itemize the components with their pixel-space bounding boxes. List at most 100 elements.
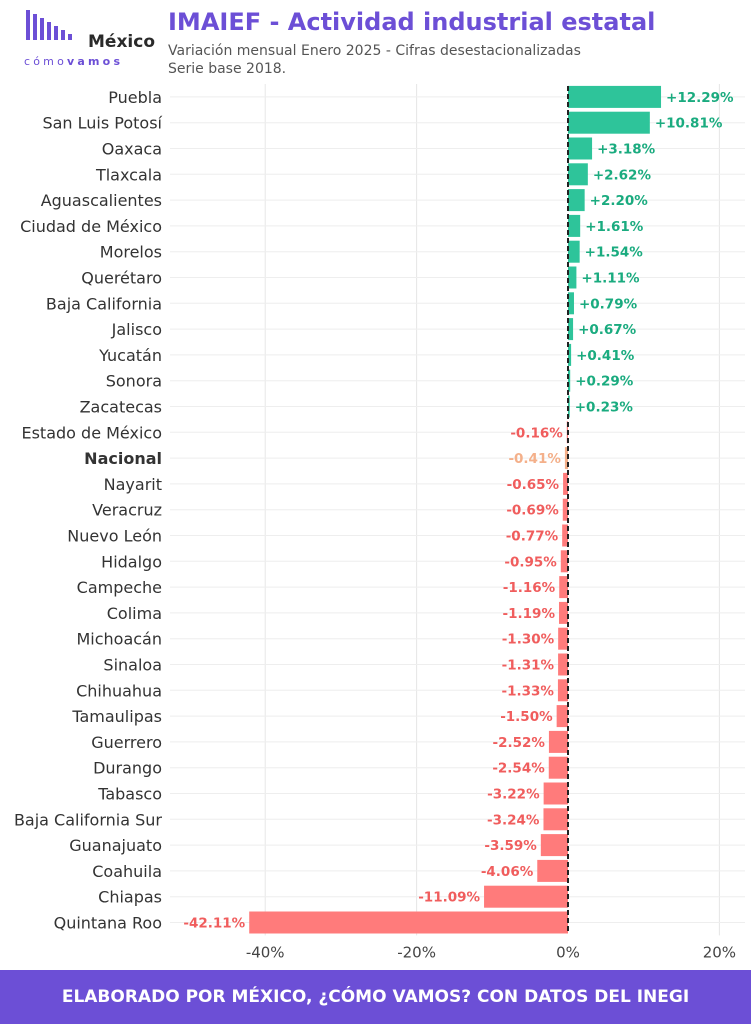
bar — [568, 240, 580, 263]
value-label: +1.61% — [585, 219, 644, 235]
category-label: Campeche — [77, 578, 162, 597]
category-label: Quintana Roo — [54, 914, 162, 933]
category-label: Durango — [93, 759, 162, 778]
value-label: +2.62% — [593, 167, 652, 183]
bar — [540, 834, 568, 857]
category-label: Zacatecas — [80, 398, 162, 417]
value-label: +0.79% — [579, 296, 638, 312]
logo-bars-icon — [26, 10, 72, 40]
category-label: Veracruz — [92, 501, 162, 520]
value-label: -1.19% — [503, 606, 556, 622]
bar — [564, 447, 568, 470]
bar — [568, 343, 572, 366]
category-label: Nayarit — [104, 475, 162, 494]
category-label: Guerrero — [91, 733, 162, 752]
category-label: San Luis Potosí — [42, 114, 162, 133]
value-label: -3.24% — [487, 812, 540, 828]
bar — [543, 808, 568, 831]
category-label: Aguascalientes — [41, 191, 162, 210]
page-title: IMAIEF - Actividad industrial estatal — [168, 8, 656, 36]
value-label: -0.69% — [506, 503, 559, 519]
category-label: Tamaulipas — [71, 707, 162, 726]
value-label: -0.41% — [508, 451, 561, 467]
value-label: -3.59% — [484, 838, 537, 854]
category-label: Coahuila — [92, 862, 162, 881]
bar-chart: Puebla +12.29% San Luis Potosí +10.81% Oaxac… — [14, 84, 745, 961]
value-label: +0.41% — [576, 348, 635, 364]
category-label: Querétaro — [81, 269, 162, 288]
subtitle-line-2: Serie base 2018. — [168, 61, 287, 77]
category-label: Oaxaca — [102, 140, 162, 159]
value-label: +2.20% — [590, 193, 649, 209]
value-label: +1.54% — [585, 245, 644, 261]
bar — [563, 472, 568, 495]
category-label: Jalisco — [111, 320, 162, 339]
value-label: -4.06% — [481, 864, 534, 880]
value-label: -1.33% — [501, 683, 554, 699]
value-label: -1.31% — [502, 658, 555, 674]
category-label: Baja California Sur — [14, 810, 162, 829]
category-label: Chiapas — [98, 888, 162, 907]
value-label: +12.29% — [666, 90, 734, 106]
category-label: Nuevo León — [67, 527, 162, 546]
value-label: -11.09% — [418, 890, 480, 906]
category-label: Tlaxcala — [95, 165, 162, 184]
category-label: Guanajuato — [69, 836, 162, 855]
bar — [568, 189, 585, 212]
value-label: +10.81% — [655, 116, 723, 132]
bar — [543, 782, 568, 805]
value-label: -0.16% — [510, 425, 563, 441]
subtitle-line-1: Variación mensual Enero 2025 - Cifras de… — [168, 43, 581, 59]
bar — [537, 859, 568, 882]
value-label: -0.77% — [506, 529, 559, 545]
category-label: Sinaloa — [103, 656, 162, 675]
bar — [568, 85, 662, 108]
value-label: +0.29% — [575, 374, 634, 390]
category-label: Tabasco — [97, 785, 162, 804]
x-tick-label: 0% — [556, 943, 580, 961]
bar — [568, 266, 577, 289]
bar — [568, 137, 593, 160]
value-label: +0.67% — [578, 322, 637, 338]
value-label: -42.11% — [183, 916, 245, 932]
footer-credit: ELABORADO POR MÉXICO, ¿CÓMO VAMOS? CON D… — [0, 970, 751, 1024]
value-label: +3.18% — [597, 142, 656, 158]
value-label: -1.16% — [503, 580, 556, 596]
bar — [559, 576, 568, 599]
value-label: -0.95% — [504, 554, 557, 570]
brand-logo: México cómovamos — [22, 8, 162, 68]
category-label: Baja California — [46, 294, 162, 313]
bar — [548, 756, 568, 779]
bar — [484, 885, 568, 908]
bar — [556, 705, 568, 728]
bar — [249, 911, 568, 934]
bar — [557, 679, 568, 702]
logo-sub-b: vamos — [67, 55, 124, 68]
category-label: Ciudad de México — [20, 217, 162, 236]
bar — [560, 550, 568, 573]
category-label: Puebla — [108, 88, 162, 107]
bar — [568, 163, 588, 186]
category-label: Chihuahua — [76, 681, 162, 700]
category-label: Sonora — [106, 372, 162, 391]
x-tick-label: -40% — [246, 943, 285, 961]
value-label: -1.50% — [500, 709, 553, 725]
value-label: -2.54% — [492, 761, 545, 777]
category-label: Morelos — [100, 243, 162, 262]
bar — [558, 627, 568, 650]
category-label: Hidalgo — [101, 552, 162, 571]
bar — [568, 292, 574, 315]
bar — [558, 653, 568, 676]
category-label: Estado de México — [21, 423, 162, 442]
logo-word: México — [88, 32, 155, 52]
bar — [568, 318, 574, 341]
value-label: +1.11% — [581, 271, 640, 287]
bar — [562, 524, 568, 547]
page-subtitle: Variación mensual Enero 2025 - Cifras de… — [168, 42, 581, 78]
bar — [548, 730, 568, 753]
bar — [568, 214, 581, 237]
category-label: Nacional — [84, 449, 162, 468]
logo-subtitle: cómovamos — [24, 55, 123, 68]
bar — [562, 498, 568, 521]
value-label: -3.22% — [487, 787, 540, 803]
